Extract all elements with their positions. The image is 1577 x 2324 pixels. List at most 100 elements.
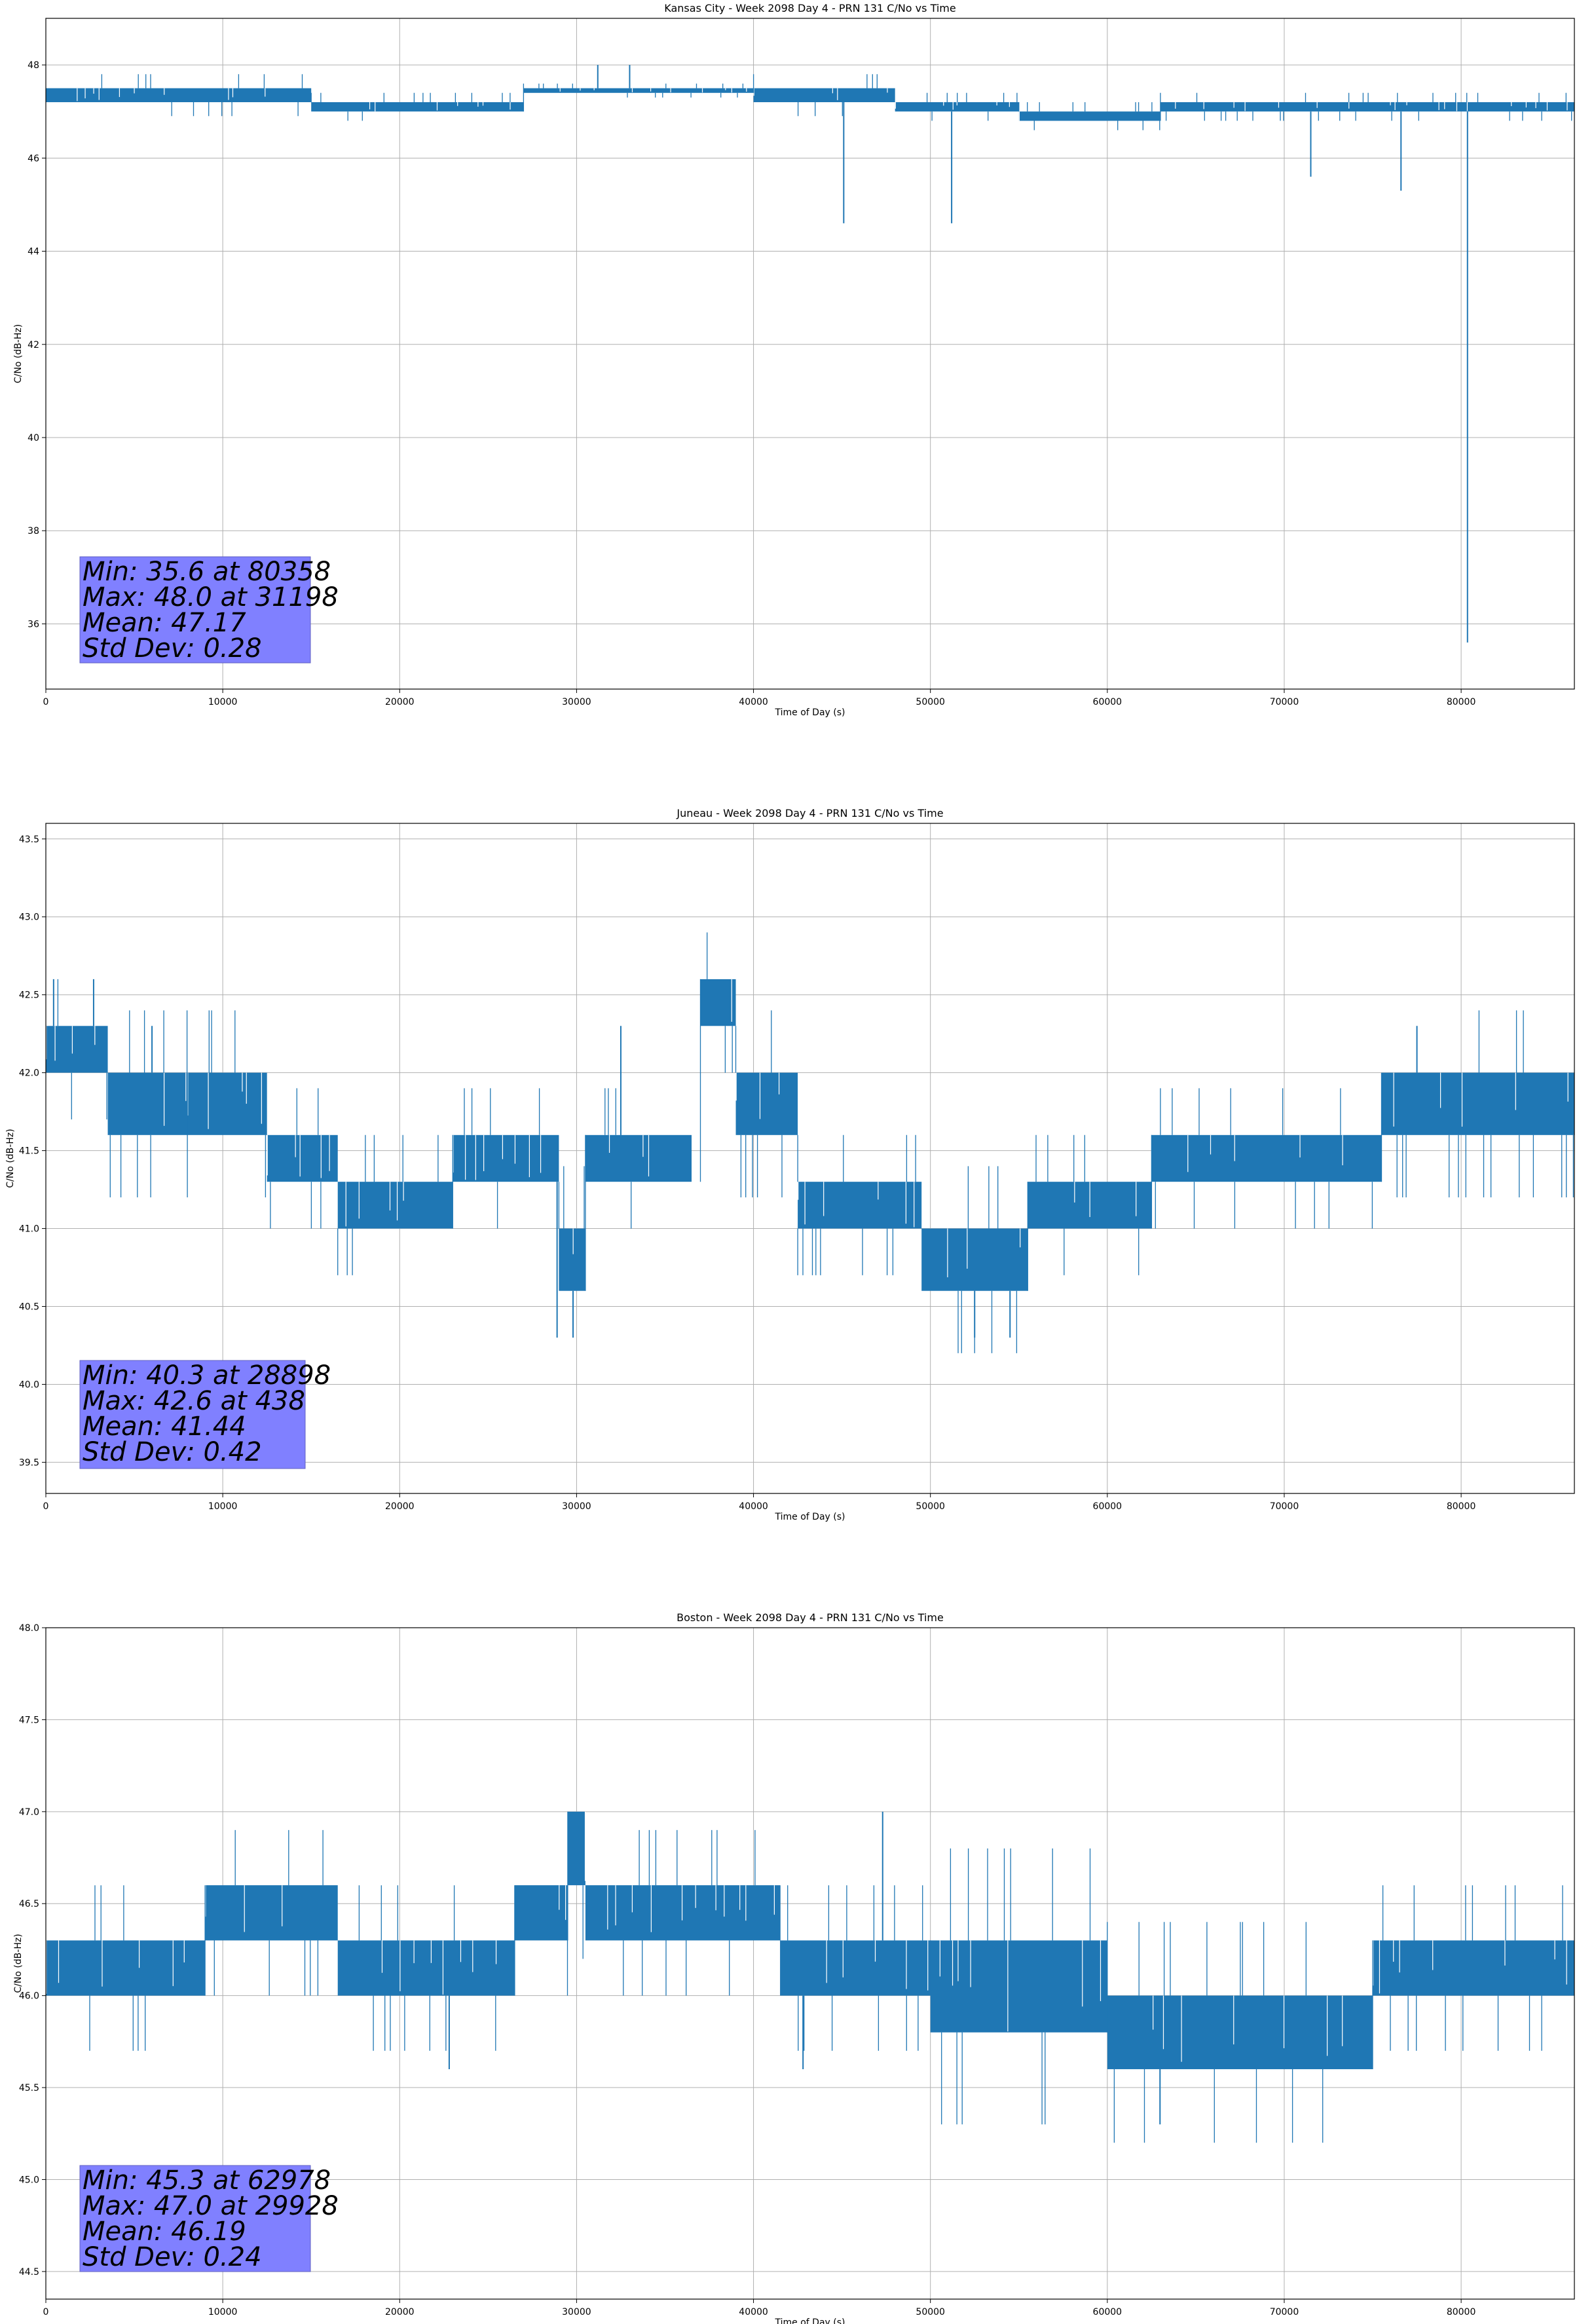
series-gap — [119, 88, 121, 98]
series-gap — [413, 1940, 415, 1964]
axes-frame — [45, 18, 1575, 690]
series-gap — [642, 1134, 644, 1157]
y-axis-label: C/No (dB-Hz) — [13, 1934, 24, 1993]
x-tick-label: 80000 — [1447, 2307, 1476, 2317]
series-gap — [1162, 1995, 1164, 2050]
series-band — [735, 1072, 798, 1135]
series-band — [1018, 111, 1160, 121]
y-tick-label: 39.5 — [19, 1457, 39, 1468]
series-band — [46, 1026, 108, 1073]
stats-box-background — [79, 1360, 306, 1469]
stats-std-label: Std Dev: 0.24 — [83, 2242, 262, 2272]
series-gap — [947, 1228, 948, 1278]
stats-box-background — [79, 556, 311, 664]
x-tick-label: 50000 — [916, 697, 945, 707]
series-gap — [540, 1134, 542, 1173]
stats-mean-label: Mean: 46.19 — [83, 2217, 246, 2247]
series-gap — [502, 1134, 504, 1159]
series-band — [205, 1885, 338, 1941]
y-tick-label: 40.0 — [19, 1379, 39, 1390]
series-gap — [1406, 102, 1407, 105]
series-band — [930, 1940, 1107, 2033]
series-band — [514, 1885, 568, 1941]
series-line — [46, 1811, 1574, 2143]
series-gap — [1210, 1134, 1212, 1155]
series-band — [46, 88, 312, 102]
series-gap — [472, 1940, 473, 1972]
stats-box: Min: 35.6 at 80358 Max: 48.0 at 31198 Me… — [79, 556, 339, 664]
series-gap — [572, 1228, 574, 1254]
y-tick-label: 48 — [28, 60, 39, 71]
series-gap — [608, 1134, 610, 1153]
series-gap — [358, 1182, 360, 1219]
x-tick-label: 60000 — [1093, 1501, 1122, 1512]
chart-title: Juneau - Week 2098 Day 4 - PRN 131 C/No … — [676, 807, 943, 819]
x-tick-label: 40000 — [739, 697, 768, 707]
series-gap — [1234, 1134, 1235, 1161]
series-gap — [465, 1134, 466, 1180]
x-tick-label: 60000 — [1093, 2307, 1122, 2317]
series-gap — [232, 88, 234, 98]
x-tick-label: 0 — [43, 2307, 49, 2317]
stats-std-label: Std Dev: 0.28 — [83, 633, 262, 664]
series-gap — [84, 88, 86, 99]
series-band — [700, 979, 736, 1026]
y-tick-label: 47.0 — [19, 1807, 39, 1818]
series-gap — [739, 1885, 741, 1910]
axes-frame — [45, 1627, 1575, 2300]
x-tick-label: 70000 — [1270, 1501, 1299, 1512]
series-gap — [631, 1885, 633, 1913]
series-gap — [320, 1134, 322, 1178]
series-gap — [93, 88, 94, 94]
y-tick-label: 43.5 — [19, 834, 39, 845]
x-axis-label: Time of Day (s) — [775, 1512, 845, 1522]
series-gap — [1187, 1134, 1189, 1172]
series-gap — [826, 1940, 827, 1983]
x-tick-label: 20000 — [385, 2307, 415, 2317]
x-tick-label: 80000 — [1447, 697, 1476, 707]
series-gap — [745, 1885, 747, 1921]
series-gap — [98, 88, 100, 100]
y-axis-label: C/No (dB-Hz) — [5, 1129, 16, 1188]
y-tick-label: 43.0 — [19, 912, 39, 923]
series-gap — [295, 1134, 296, 1157]
chart-title: Boston - Week 2098 Day 4 - PRN 131 C/No … — [677, 1611, 944, 1624]
series-gap — [927, 1940, 929, 1991]
stats-mean-label: Mean: 41.44 — [83, 1412, 246, 1442]
x-tick-label: 40000 — [739, 1501, 768, 1512]
series-gap — [1342, 1134, 1343, 1165]
y-tick-label: 36 — [28, 619, 39, 629]
x-tick-label: 70000 — [1270, 697, 1299, 707]
series-gap — [952, 1940, 954, 1986]
y-tick-label: 45.0 — [19, 2175, 39, 2185]
series-gap — [1244, 102, 1246, 111]
series-gap — [1504, 1940, 1506, 1966]
series-gap — [228, 88, 229, 100]
series-gap — [396, 1182, 398, 1221]
y-axis-label: C/No (dB-Hz) — [13, 324, 24, 383]
series-gap — [483, 1134, 485, 1171]
series-band — [453, 1134, 559, 1182]
series-gap — [1175, 102, 1176, 109]
x-tick-label: 70000 — [1270, 2307, 1299, 2317]
series-gap — [631, 88, 633, 92]
stats-min-label: Min: 40.3 at 28898 — [83, 1360, 331, 1391]
series-gap — [650, 1885, 652, 1932]
stats-min-label: Min: 35.6 at 80358 — [83, 557, 331, 587]
series-gap — [1546, 102, 1548, 111]
series-gap — [615, 1885, 616, 1926]
series-gap — [1511, 102, 1512, 107]
series-band — [559, 1228, 585, 1291]
series-band — [780, 1940, 931, 1996]
series-band — [311, 102, 524, 112]
x-tick-label: 50000 — [916, 1501, 945, 1512]
series-gap — [399, 1940, 401, 1991]
series-gap — [54, 1026, 56, 1061]
series-gap — [1394, 102, 1396, 111]
series-gap — [261, 1072, 262, 1124]
series-gap — [559, 88, 561, 92]
stats-box: Min: 45.3 at 62978 Max: 47.0 at 29928 Me… — [79, 2165, 339, 2272]
series-gap — [475, 1134, 476, 1180]
y-tick-label: 42.0 — [19, 1068, 39, 1079]
series-band — [187, 1072, 267, 1135]
